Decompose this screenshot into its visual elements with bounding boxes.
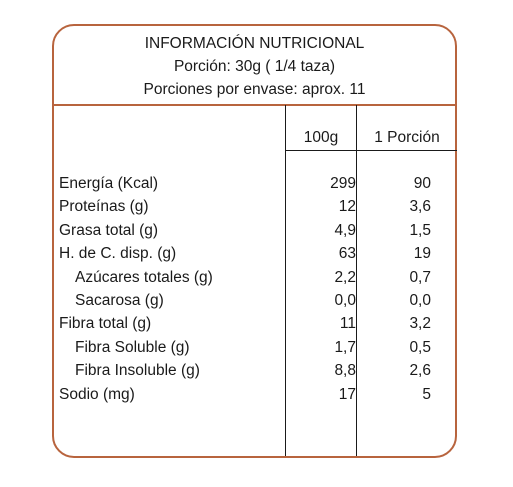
value-per-100g: 11 bbox=[339, 315, 356, 333]
portion-size: Porción: 30g ( 1/4 taza) bbox=[173, 58, 336, 75]
value-per-100g: 299 bbox=[330, 175, 356, 192]
panel-title: INFORMACIÓN NUTRICIONAL bbox=[144, 35, 365, 52]
value-per-100g: 1,7 bbox=[334, 338, 356, 356]
value-per-portion: 3,6 bbox=[409, 198, 431, 216]
value-per-100g: 2,2 bbox=[334, 268, 356, 286]
value-per-portion: 1,5 bbox=[409, 221, 431, 239]
nutrient-name: Proteínas (g) bbox=[59, 198, 149, 216]
nutrient-row: Sodio (mg) 17 5 bbox=[54, 387, 455, 409]
column-header-rule bbox=[285, 150, 457, 151]
value-per-100g: 8,8 bbox=[334, 362, 356, 380]
nutrient-name: Sacarosa (g) bbox=[75, 292, 164, 309]
value-per-100g: 0,0 bbox=[334, 292, 356, 309]
value-per-100g: 12 bbox=[338, 198, 356, 216]
nutrient-name: Fibra Soluble (g) bbox=[75, 338, 190, 356]
column-divider-middle bbox=[356, 105, 357, 456]
value-per-portion: 2,6 bbox=[409, 362, 431, 380]
value-per-100g: 4,9 bbox=[334, 221, 356, 239]
nutrient-name: Grasa total (g) bbox=[59, 221, 159, 239]
value-per-portion: 0,0 bbox=[409, 292, 431, 309]
nutrient-row: Fibra Soluble (g) 1,7 0,5 bbox=[54, 340, 455, 362]
value-per-portion: 5 bbox=[422, 385, 431, 403]
nutrient-row: Fibra Insoluble (g) 8,8 2,6 bbox=[54, 363, 455, 385]
nutrient-name: Azúcares totales (g) bbox=[75, 268, 213, 286]
value-per-100g: 17 bbox=[338, 385, 356, 403]
nutrient-row: Grasa total (g) 4,9 1,5 bbox=[54, 223, 455, 245]
value-per-portion: 19 bbox=[413, 245, 431, 263]
servings-per-package: Porciones por envase: aprox. 11 bbox=[143, 81, 366, 98]
nutrient-name: Sodio (mg) bbox=[59, 385, 135, 403]
nutrient-name: H. de C. disp. (g) bbox=[59, 245, 177, 263]
nutrient-name: Fibra Insoluble (g) bbox=[75, 362, 200, 380]
value-per-portion: 90 bbox=[413, 175, 431, 192]
nutrition-facts-panel: INFORMACIÓN NUTRICIONAL Porción: 30g ( 1… bbox=[52, 24, 457, 458]
header-divider bbox=[54, 104, 455, 106]
column-divider-left bbox=[285, 105, 286, 456]
value-per-portion: 0,7 bbox=[409, 268, 431, 286]
nutrient-row: Sacarosa (g) 0,0 0,0 bbox=[54, 293, 455, 315]
nutrient-name: Fibra total (g) bbox=[59, 315, 152, 333]
column-header-100g: 100g bbox=[303, 129, 339, 146]
value-per-100g: 63 bbox=[338, 245, 356, 263]
nutrient-row: H. de C. disp. (g) 63 19 bbox=[54, 246, 455, 268]
nutrient-row: Proteínas (g) 12 3,6 bbox=[54, 199, 455, 221]
nutrient-row: Fibra total (g) 11 3,2 bbox=[54, 316, 455, 338]
value-per-portion: 3,2 bbox=[409, 315, 431, 333]
column-header-portion: 1 Porción bbox=[374, 129, 440, 146]
nutrient-row: Energía (Kcal) 299 90 bbox=[54, 176, 455, 198]
nutrient-row: Azúcares totales (g) 2,2 0,7 bbox=[54, 270, 455, 292]
nutrient-name: Energía (Kcal) bbox=[59, 175, 159, 192]
value-per-portion: 0,5 bbox=[409, 338, 431, 356]
